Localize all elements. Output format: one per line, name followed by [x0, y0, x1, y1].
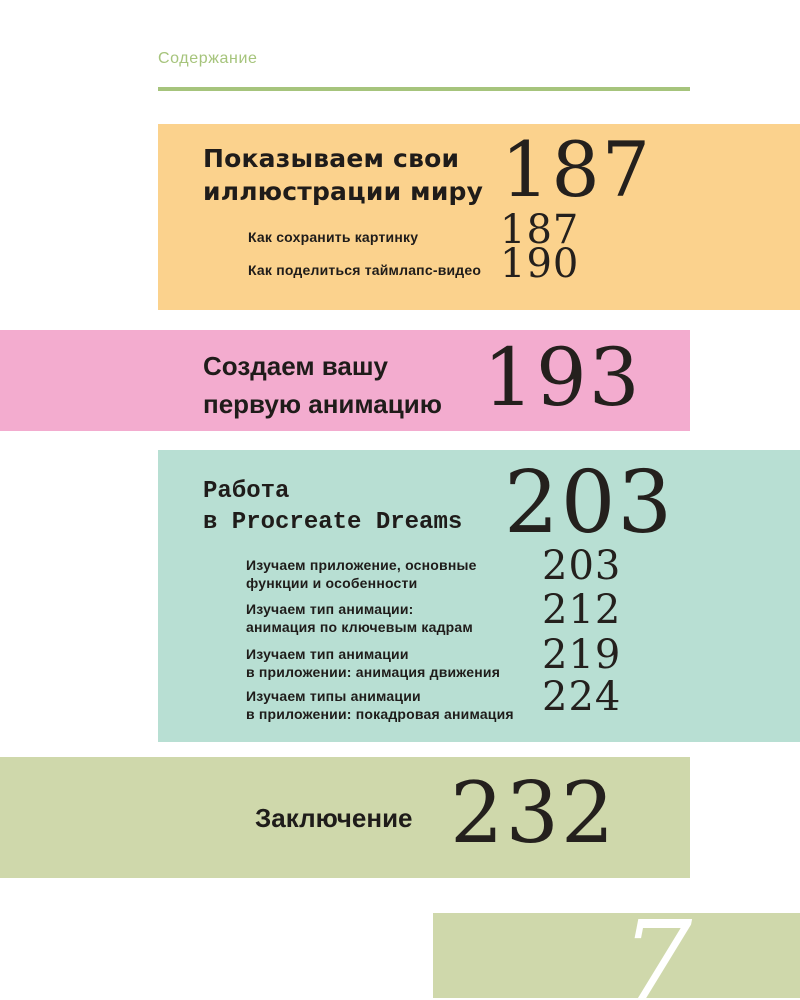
section-page-number: 232 — [450, 764, 617, 862]
toc-item-label[interactable]: Как поделиться таймлапс-видео — [248, 262, 482, 278]
toc-section-first-animation[interactable]: Создаем вашу первую анимацию 193 — [0, 330, 690, 431]
section-title-line: Заключение — [255, 803, 413, 833]
toc-section-show-illustrations[interactable]: Показываем свои иллюстрации миру 187 Как… — [158, 124, 800, 310]
toc-section-conclusion[interactable]: Заключение 232 — [0, 757, 690, 878]
section-page-number: 203 — [504, 453, 675, 553]
section-title-line: иллюстрации миру — [203, 177, 484, 206]
section-title[interactable]: Работа в Procreate Dreams — [203, 476, 462, 538]
toc-item-label[interactable]: Изучаем типы анимации в приложении: пока… — [246, 688, 514, 723]
toc-item-page-number: 212 — [542, 587, 622, 633]
toc-item-label[interactable]: Изучаем тип анимации: анимация по ключев… — [246, 601, 473, 636]
section-title-line: первую анимацию — [203, 388, 442, 419]
section-page-number: 187 — [501, 125, 653, 214]
section-title[interactable]: Заключение — [255, 803, 413, 834]
section-page-number: 193 — [483, 331, 642, 424]
section-title-line: в Procreate Dreams — [203, 509, 463, 537]
toc-item-page-number: 224 — [542, 674, 622, 720]
contents-heading: Содержание — [158, 50, 258, 67]
toc-section-procreate-dreams[interactable]: Работа в Procreate Dreams 203 Изучаем пр… — [158, 450, 800, 742]
header-rule — [158, 87, 690, 91]
toc-item-page-number: 203 — [542, 543, 622, 589]
toc-item-page-number: 187 — [500, 207, 580, 253]
toc-item-label[interactable]: Как сохранить картинку — [248, 229, 419, 245]
section-title-line: Работа — [203, 478, 290, 505]
toc-item-page-number: 190 — [500, 241, 580, 287]
section-title[interactable]: Показываем свои иллюстрации миру — [203, 142, 483, 208]
toc-item-label[interactable]: Изучаем тип анимации в приложении: анима… — [246, 646, 501, 681]
toc-item-page-number: 219 — [542, 632, 622, 678]
toc-item-label[interactable]: Изучаем приложение, основные функции и о… — [246, 557, 477, 592]
folio-page-number: 7 — [621, 913, 693, 998]
section-title-line: Показываем свои — [203, 144, 460, 173]
section-title[interactable]: Создаем вашу первую анимацию — [203, 348, 442, 423]
page-number-block: 7 — [433, 913, 800, 998]
section-title-line: Создаем вашу — [203, 351, 389, 381]
